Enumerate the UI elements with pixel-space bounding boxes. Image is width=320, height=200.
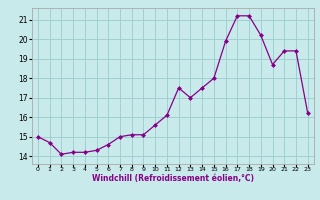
X-axis label: Windchill (Refroidissement éolien,°C): Windchill (Refroidissement éolien,°C) [92, 174, 254, 183]
